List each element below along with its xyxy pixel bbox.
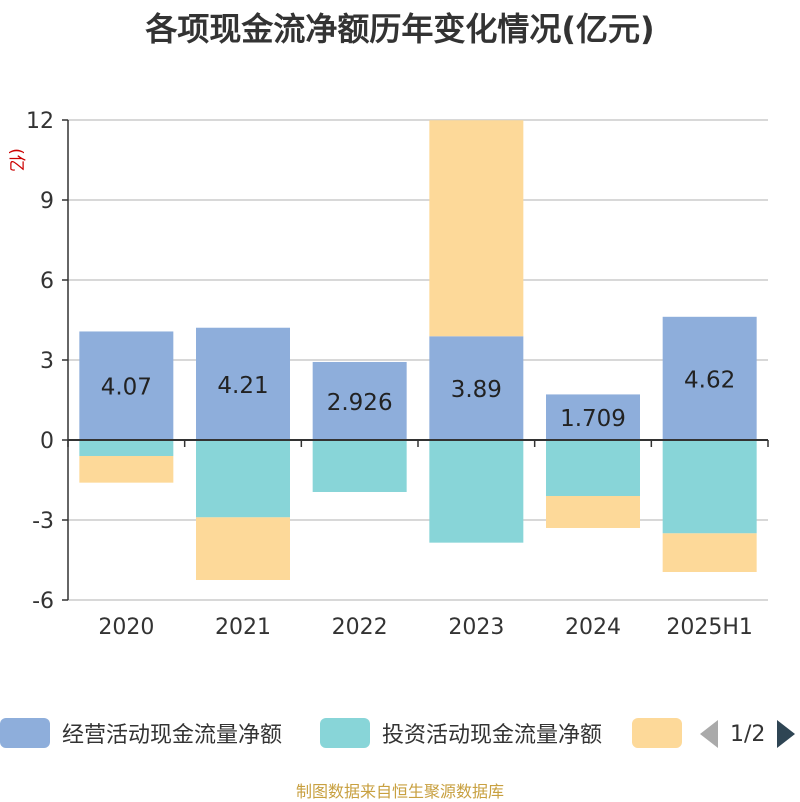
- legend-item-investing[interactable]: 投资活动现金流量净额: [320, 718, 602, 748]
- y-tick-label: 9: [40, 189, 54, 214]
- bar-segment-series-2-2023[interactable]: [429, 120, 524, 337]
- legend-label-operating: 经营活动现金流量净额: [62, 723, 283, 748]
- bar-segment-series-0-2021[interactable]: [196, 327, 290, 440]
- x-tick-label: 2021: [215, 615, 271, 640]
- data-label: 3.89: [451, 377, 502, 403]
- bar-segment-series-1-2023[interactable]: [429, 440, 524, 543]
- data-label: 4.07: [101, 375, 152, 401]
- grid-lines: [68, 119, 768, 601]
- stacked-bar-chart: -6 -3 0 3 6 9 12 2020 2021 2022 2023 2024 2025H1 4.0…: [26, 109, 769, 640]
- y-tick-label: 12: [26, 109, 54, 134]
- legend: 经营活动现金流量净额 投资活动现金流量净额 1/2: [0, 712, 800, 756]
- x-tick-label: 2025H1: [666, 615, 753, 640]
- legend-pager: 1/2: [700, 718, 796, 750]
- chart-title: 各项现金流净额历年变化情况(亿元): [145, 10, 655, 48]
- bar-segment-series-2-2020[interactable]: [79, 456, 174, 483]
- bar-segment-series-1-2020[interactable]: [79, 440, 174, 456]
- x-tick-label: 2020: [98, 615, 154, 640]
- bars: [79, 120, 757, 580]
- y-tick-label: 6: [40, 269, 54, 294]
- next-page-arrow-icon[interactable]: [777, 720, 796, 748]
- bar-segment-series-1-2024[interactable]: [546, 440, 640, 496]
- data-label: 4.21: [217, 373, 268, 399]
- y-tick-label: -3: [32, 509, 54, 534]
- legend-swatch-operating: [0, 718, 50, 748]
- data-source-note: 制图数据来自恒生聚源数据库: [295, 782, 504, 801]
- bar-segment-series-1-2022[interactable]: [312, 440, 407, 492]
- data-label: 1.709: [560, 406, 626, 432]
- y-tick-label: -6: [32, 589, 54, 614]
- legend-item-financing[interactable]: [632, 718, 682, 748]
- bar-segment-series-0-2025H1[interactable]: [662, 316, 757, 440]
- axes: -6 -3 0 3 6 9 12 2020 2021 2022 2023 2024 2025H1: [26, 109, 769, 640]
- legend-swatch-financing: [632, 718, 682, 748]
- bar-segment-series-2-2024[interactable]: [546, 496, 640, 528]
- legend-label-investing: 投资活动现金流量净额: [382, 723, 603, 748]
- data-label: 2.926: [327, 390, 393, 416]
- legend-item-operating[interactable]: 经营活动现金流量净额: [0, 718, 282, 748]
- legend-swatch-investing: [320, 718, 370, 748]
- bar-segment-series-0-2023[interactable]: [429, 336, 524, 440]
- bar-segment-series-0-2024[interactable]: [546, 394, 640, 440]
- bar-segment-series-1-2025H1[interactable]: [662, 440, 757, 534]
- y-tick-label: 3: [40, 349, 54, 374]
- data-labels: 4.07 4.21 2.926 3.89 1.709 4.62: [101, 367, 736, 432]
- legend-page-indicator: 1/2: [730, 721, 766, 747]
- y-tick-label: 0: [40, 429, 54, 454]
- prev-page-arrow-icon[interactable]: [700, 720, 718, 748]
- bar-segment-series-2-2025H1[interactable]: [662, 533, 757, 572]
- x-tick-label: 2022: [332, 615, 388, 640]
- x-tick-label: 2024: [565, 615, 621, 640]
- bar-segment-series-1-2021[interactable]: [196, 440, 290, 518]
- bar-segment-series-0-2020[interactable]: [79, 331, 174, 440]
- bar-segment-series-0-2022[interactable]: [312, 361, 407, 440]
- data-label: 4.62: [684, 367, 735, 393]
- bar-segment-series-2-2021[interactable]: [196, 517, 290, 580]
- x-tick-label: 2023: [448, 615, 504, 640]
